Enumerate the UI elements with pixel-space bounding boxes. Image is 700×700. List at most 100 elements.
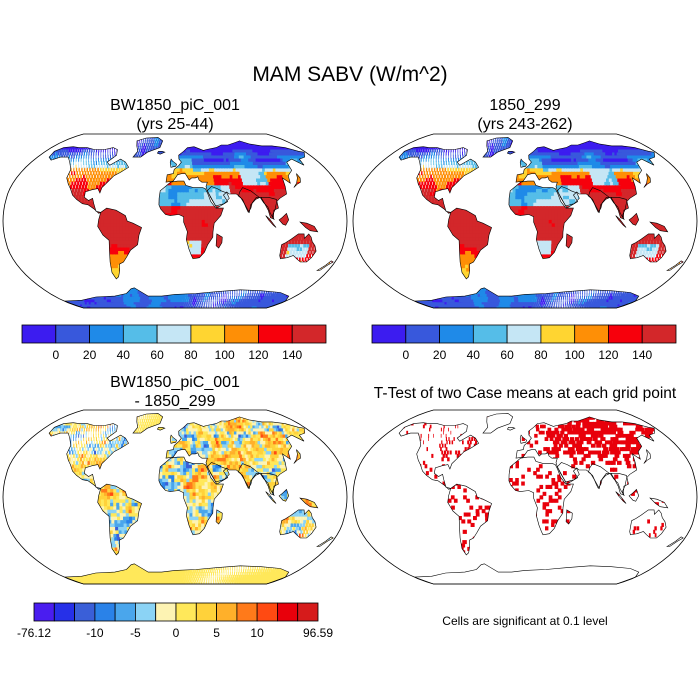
grid-cell [124, 250, 128, 255]
grid-cell [187, 303, 190, 307]
grid-cell [156, 298, 160, 303]
grid-cell [227, 290, 229, 294]
grid-cell [88, 164, 90, 169]
grid-cell [268, 290, 270, 294]
grid-cell [183, 195, 187, 200]
grid-cell [213, 296, 215, 300]
grid-cell [281, 219, 285, 224]
grid-cell [126, 250, 131, 255]
grid-cell [210, 222, 215, 227]
grid-cell [301, 250, 304, 255]
grid-cell [207, 212, 212, 217]
grid-cell [135, 296, 141, 300]
grid-cell [120, 243, 125, 248]
grid-cell [222, 290, 225, 294]
grid-cell [192, 305, 194, 308]
grid-cell [97, 226, 102, 231]
grid-cell [261, 184, 266, 189]
grid-cell [174, 191, 178, 196]
grid-cell [286, 250, 290, 255]
grid-cell [165, 191, 169, 196]
grid-cell [257, 303, 261, 307]
grid-cell [100, 222, 105, 227]
grid-cell [189, 215, 194, 220]
grid-cell [71, 181, 74, 186]
grid-cell [198, 243, 202, 248]
grid-cell [207, 208, 212, 213]
grid-cell [128, 222, 133, 227]
grid-cell [237, 301, 240, 305]
grid-cell [96, 174, 99, 179]
grid-cell [270, 167, 276, 172]
grid-cell [258, 303, 263, 307]
grid-cell [147, 298, 152, 303]
grid-cell [254, 296, 257, 300]
grid-cell [109, 164, 112, 169]
grid-cell [111, 260, 116, 265]
grid-cell [107, 174, 111, 179]
grid-cell [217, 296, 219, 300]
grid-cell [115, 250, 120, 255]
grid-cell [292, 250, 296, 255]
grid-cell [159, 195, 163, 200]
grid-cell [217, 181, 222, 186]
grid-cell [288, 243, 292, 248]
grid-cell [180, 212, 184, 217]
grid-cell [233, 301, 236, 305]
grid-cell [222, 303, 224, 307]
grid-cell [186, 195, 190, 200]
grid-cell [171, 205, 175, 210]
grid-cell [309, 240, 313, 245]
grid-cell [177, 195, 181, 200]
grid-cell [201, 293, 203, 297]
grid-cell [191, 303, 193, 307]
grid-cell [246, 305, 249, 308]
grid-cell [214, 305, 216, 308]
grid-cell [248, 290, 249, 294]
grid-cell [273, 202, 278, 207]
grid-cell [171, 212, 175, 217]
grid-cell [217, 298, 219, 303]
grid-cell [224, 167, 230, 172]
grid-cell [264, 184, 269, 189]
grid-cell [81, 184, 84, 189]
grid-cell [142, 296, 147, 300]
grid-cell [192, 222, 197, 227]
grid-cell [260, 191, 265, 196]
grid-cell [249, 293, 251, 297]
grid-cell [195, 243, 199, 248]
grid-cell [124, 253, 129, 258]
grid-cell [255, 184, 260, 189]
grid-cell [243, 305, 246, 308]
grid-cell [187, 167, 192, 172]
grid-cell [282, 188, 288, 193]
grid-cell [270, 298, 274, 303]
panel-title-ttest: T-Test of two Case means at each grid po… [355, 384, 695, 403]
grid-cell [108, 260, 113, 265]
grid-cell [101, 229, 105, 234]
grid-cell [225, 181, 230, 186]
grid-cell [204, 174, 209, 179]
grid-cell [264, 171, 270, 176]
grid-cell [174, 195, 178, 200]
grid-cell [240, 181, 245, 186]
grid-cell [168, 195, 172, 200]
grid-cell [197, 298, 199, 303]
grid-cell [215, 296, 217, 300]
grid-cell [117, 260, 122, 265]
grid-cell [209, 171, 214, 176]
grid-cell [210, 174, 215, 179]
grid-cell [195, 195, 199, 200]
grid-cell [227, 167, 232, 172]
grid-cell [246, 205, 251, 210]
grid-cell [168, 205, 172, 210]
grid-cell [177, 184, 181, 189]
grid-cell [166, 174, 170, 179]
grid-cell [244, 164, 250, 169]
grid-cell [225, 293, 227, 297]
grid-cell [269, 219, 273, 224]
grid-cell [208, 167, 213, 172]
grid-cell [199, 305, 201, 308]
grid-cell [198, 205, 203, 210]
grid-cell [110, 167, 113, 172]
